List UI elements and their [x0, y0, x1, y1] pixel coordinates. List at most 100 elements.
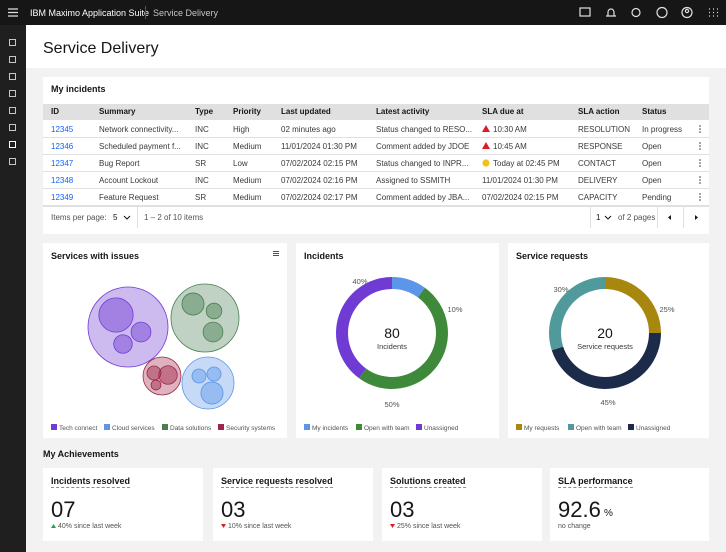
- page-next[interactable]: [695, 215, 698, 220]
- table-cell: Status changed to INPR...: [376, 159, 469, 168]
- row-divider: [43, 188, 709, 189]
- table-cell: 07/02/2024 02:15 PM: [281, 159, 358, 168]
- legend-swatch: [416, 424, 422, 430]
- donut-segment: [549, 277, 605, 351]
- page-total: of 2 pages: [618, 213, 656, 222]
- bubble: [98, 297, 134, 333]
- row-menu[interactable]: [699, 159, 701, 167]
- legend-swatch: [568, 424, 574, 430]
- trend-down: [390, 524, 395, 528]
- center-label: Incidents: [377, 342, 407, 351]
- achievement-title: SLA performance: [558, 476, 633, 488]
- side-nav-icons[interactable]: [9, 39, 16, 165]
- pagination-label: Items per page:: [51, 213, 107, 222]
- legend-swatch: [304, 424, 310, 430]
- table-cell: Feature Request: [99, 193, 159, 202]
- legend-label: Tech connect: [59, 425, 97, 432]
- bubble: [146, 365, 162, 381]
- app-name[interactable]: IBM Maximo Application Suite: [30, 8, 150, 18]
- chart-title: Service requests: [516, 251, 589, 261]
- table-cell: RESOLUTION: [578, 125, 631, 134]
- items-per-page[interactable]: 5: [113, 213, 118, 222]
- donut-segment: [551, 333, 661, 390]
- legend-swatch: [218, 424, 224, 430]
- side-nav: [0, 25, 26, 552]
- value-label: 10%: [447, 305, 462, 314]
- legend-label: My requests: [524, 425, 560, 432]
- achievement-card: [43, 468, 203, 541]
- sla-warning-icon: [482, 142, 490, 149]
- donut-segment: [605, 277, 661, 333]
- column-header: ID: [51, 107, 59, 116]
- incident-id[interactable]: 12349: [51, 193, 74, 202]
- row-menu[interactable]: [699, 142, 701, 150]
- table-cell: Scheduled payment f...: [99, 142, 181, 151]
- table-cell: Pending: [642, 193, 672, 202]
- achievement-title: Solutions created: [390, 476, 466, 488]
- sla-pending-icon: [482, 159, 490, 167]
- column-header: SLA action: [578, 107, 620, 116]
- chart-title: Incidents: [304, 251, 344, 261]
- value-label: 45%: [600, 398, 615, 407]
- section-title: My Achievements: [43, 449, 119, 459]
- table-cell: Open: [642, 142, 662, 151]
- table-cell: Bug Report: [99, 159, 140, 168]
- table-cell: 02 minutes ago: [281, 125, 336, 134]
- bubble: [191, 368, 207, 384]
- bubble: [130, 321, 152, 343]
- top-bar: [0, 0, 726, 25]
- bubble: [202, 321, 224, 343]
- achievement-value: 92.6: [558, 497, 601, 522]
- chart-card: [296, 243, 499, 438]
- incident-id[interactable]: 12348: [51, 176, 74, 185]
- value-label: 50%: [384, 400, 399, 409]
- table-cell: 07/02/2024 02:16 PM: [281, 176, 358, 185]
- achievement-value: 07: [51, 497, 76, 522]
- section-name[interactable]: Service Delivery: [153, 8, 219, 18]
- bubble: [205, 302, 223, 320]
- page-prev[interactable]: [668, 215, 671, 220]
- table-cell: Medium: [233, 176, 262, 185]
- column-header: SLA due at: [482, 107, 524, 116]
- table-cell: Open: [642, 159, 662, 168]
- bubble: [181, 292, 205, 316]
- column-header: Status: [642, 107, 667, 116]
- bubble: [158, 365, 178, 385]
- incident-id[interactable]: 12346: [51, 142, 74, 151]
- legend-swatch: [104, 424, 110, 430]
- row-divider: [43, 171, 709, 172]
- achievement-card: [213, 468, 373, 541]
- incident-id[interactable]: 12345: [51, 125, 74, 134]
- pagination-separator: [657, 207, 658, 228]
- row-menu[interactable]: [699, 176, 701, 184]
- page-select[interactable]: 1: [596, 213, 601, 222]
- trend-up: [51, 524, 56, 528]
- legend-label: Data solutions: [170, 425, 212, 432]
- chart-title: Services with issues: [51, 251, 140, 261]
- trend-down: [221, 524, 226, 528]
- donut-segment: [335, 277, 392, 379]
- achievement-title: Service requests resolved: [221, 476, 333, 488]
- row-menu[interactable]: [699, 193, 701, 201]
- page-title: Service Delivery: [43, 40, 159, 57]
- pagination-divider: [43, 206, 709, 207]
- header-icons[interactable]: [8, 6, 718, 19]
- row-menu[interactable]: [699, 125, 701, 133]
- incident-id[interactable]: 12347: [51, 159, 74, 168]
- pagination-separator: [683, 207, 684, 228]
- table-cell: 10:45 AM: [493, 142, 527, 151]
- overflow-menu[interactable]: [273, 251, 279, 256]
- table-cell: 10:30 AM: [493, 125, 527, 134]
- row-divider: [43, 154, 709, 155]
- table-cell: Medium: [233, 193, 262, 202]
- legend-swatch: [516, 424, 522, 430]
- table-cell: 11/01/2024 01:30 PM: [281, 142, 357, 151]
- legend-swatch: [162, 424, 168, 430]
- table-cell: RESPONSE: [578, 142, 623, 151]
- title-region: [26, 25, 726, 68]
- bubble: [200, 381, 224, 405]
- achievement-change: 10% since last week: [228, 523, 292, 530]
- bubble: [113, 334, 133, 354]
